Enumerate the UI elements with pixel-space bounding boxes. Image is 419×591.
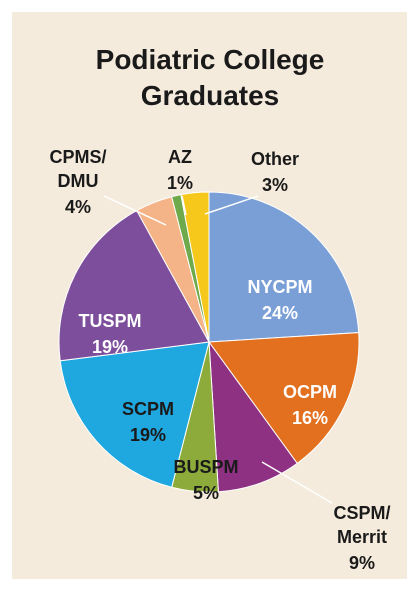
leader-line — [181, 195, 187, 216]
value-label: 24% — [262, 303, 298, 323]
slice-label: Other — [251, 149, 299, 169]
leader-line — [204, 195, 259, 215]
pie-slice — [59, 341, 210, 488]
value-label: 16% — [292, 408, 328, 428]
slice-label: AZ — [168, 147, 192, 167]
slice-label: BUSPM — [173, 457, 238, 477]
pie-slice — [58, 209, 210, 362]
value-label: 3% — [262, 175, 288, 195]
value-label: 5% — [193, 483, 219, 503]
value-label: 19% — [130, 425, 166, 445]
value-label: 4% — [65, 197, 91, 217]
slice-label: CPMS/DMU — [49, 147, 106, 191]
slice-label: CSPM/Merrit — [333, 503, 390, 547]
pie-slice — [208, 332, 360, 465]
value-label: 19% — [92, 337, 128, 357]
pie-slice — [208, 191, 360, 343]
slice-label: OCPM — [283, 382, 337, 402]
slice-label: NYCPM — [247, 277, 312, 297]
slice-label: SCPM — [122, 399, 174, 419]
pie-slice — [180, 191, 210, 343]
leader-line — [103, 195, 167, 226]
leader-line — [261, 461, 333, 504]
chart-title: Podiatric College Graduates — [96, 44, 325, 111]
slice-label: TUSPM — [79, 311, 142, 331]
value-label: 1% — [167, 173, 193, 193]
value-label: 9% — [349, 553, 375, 573]
pie-slice — [208, 340, 298, 493]
